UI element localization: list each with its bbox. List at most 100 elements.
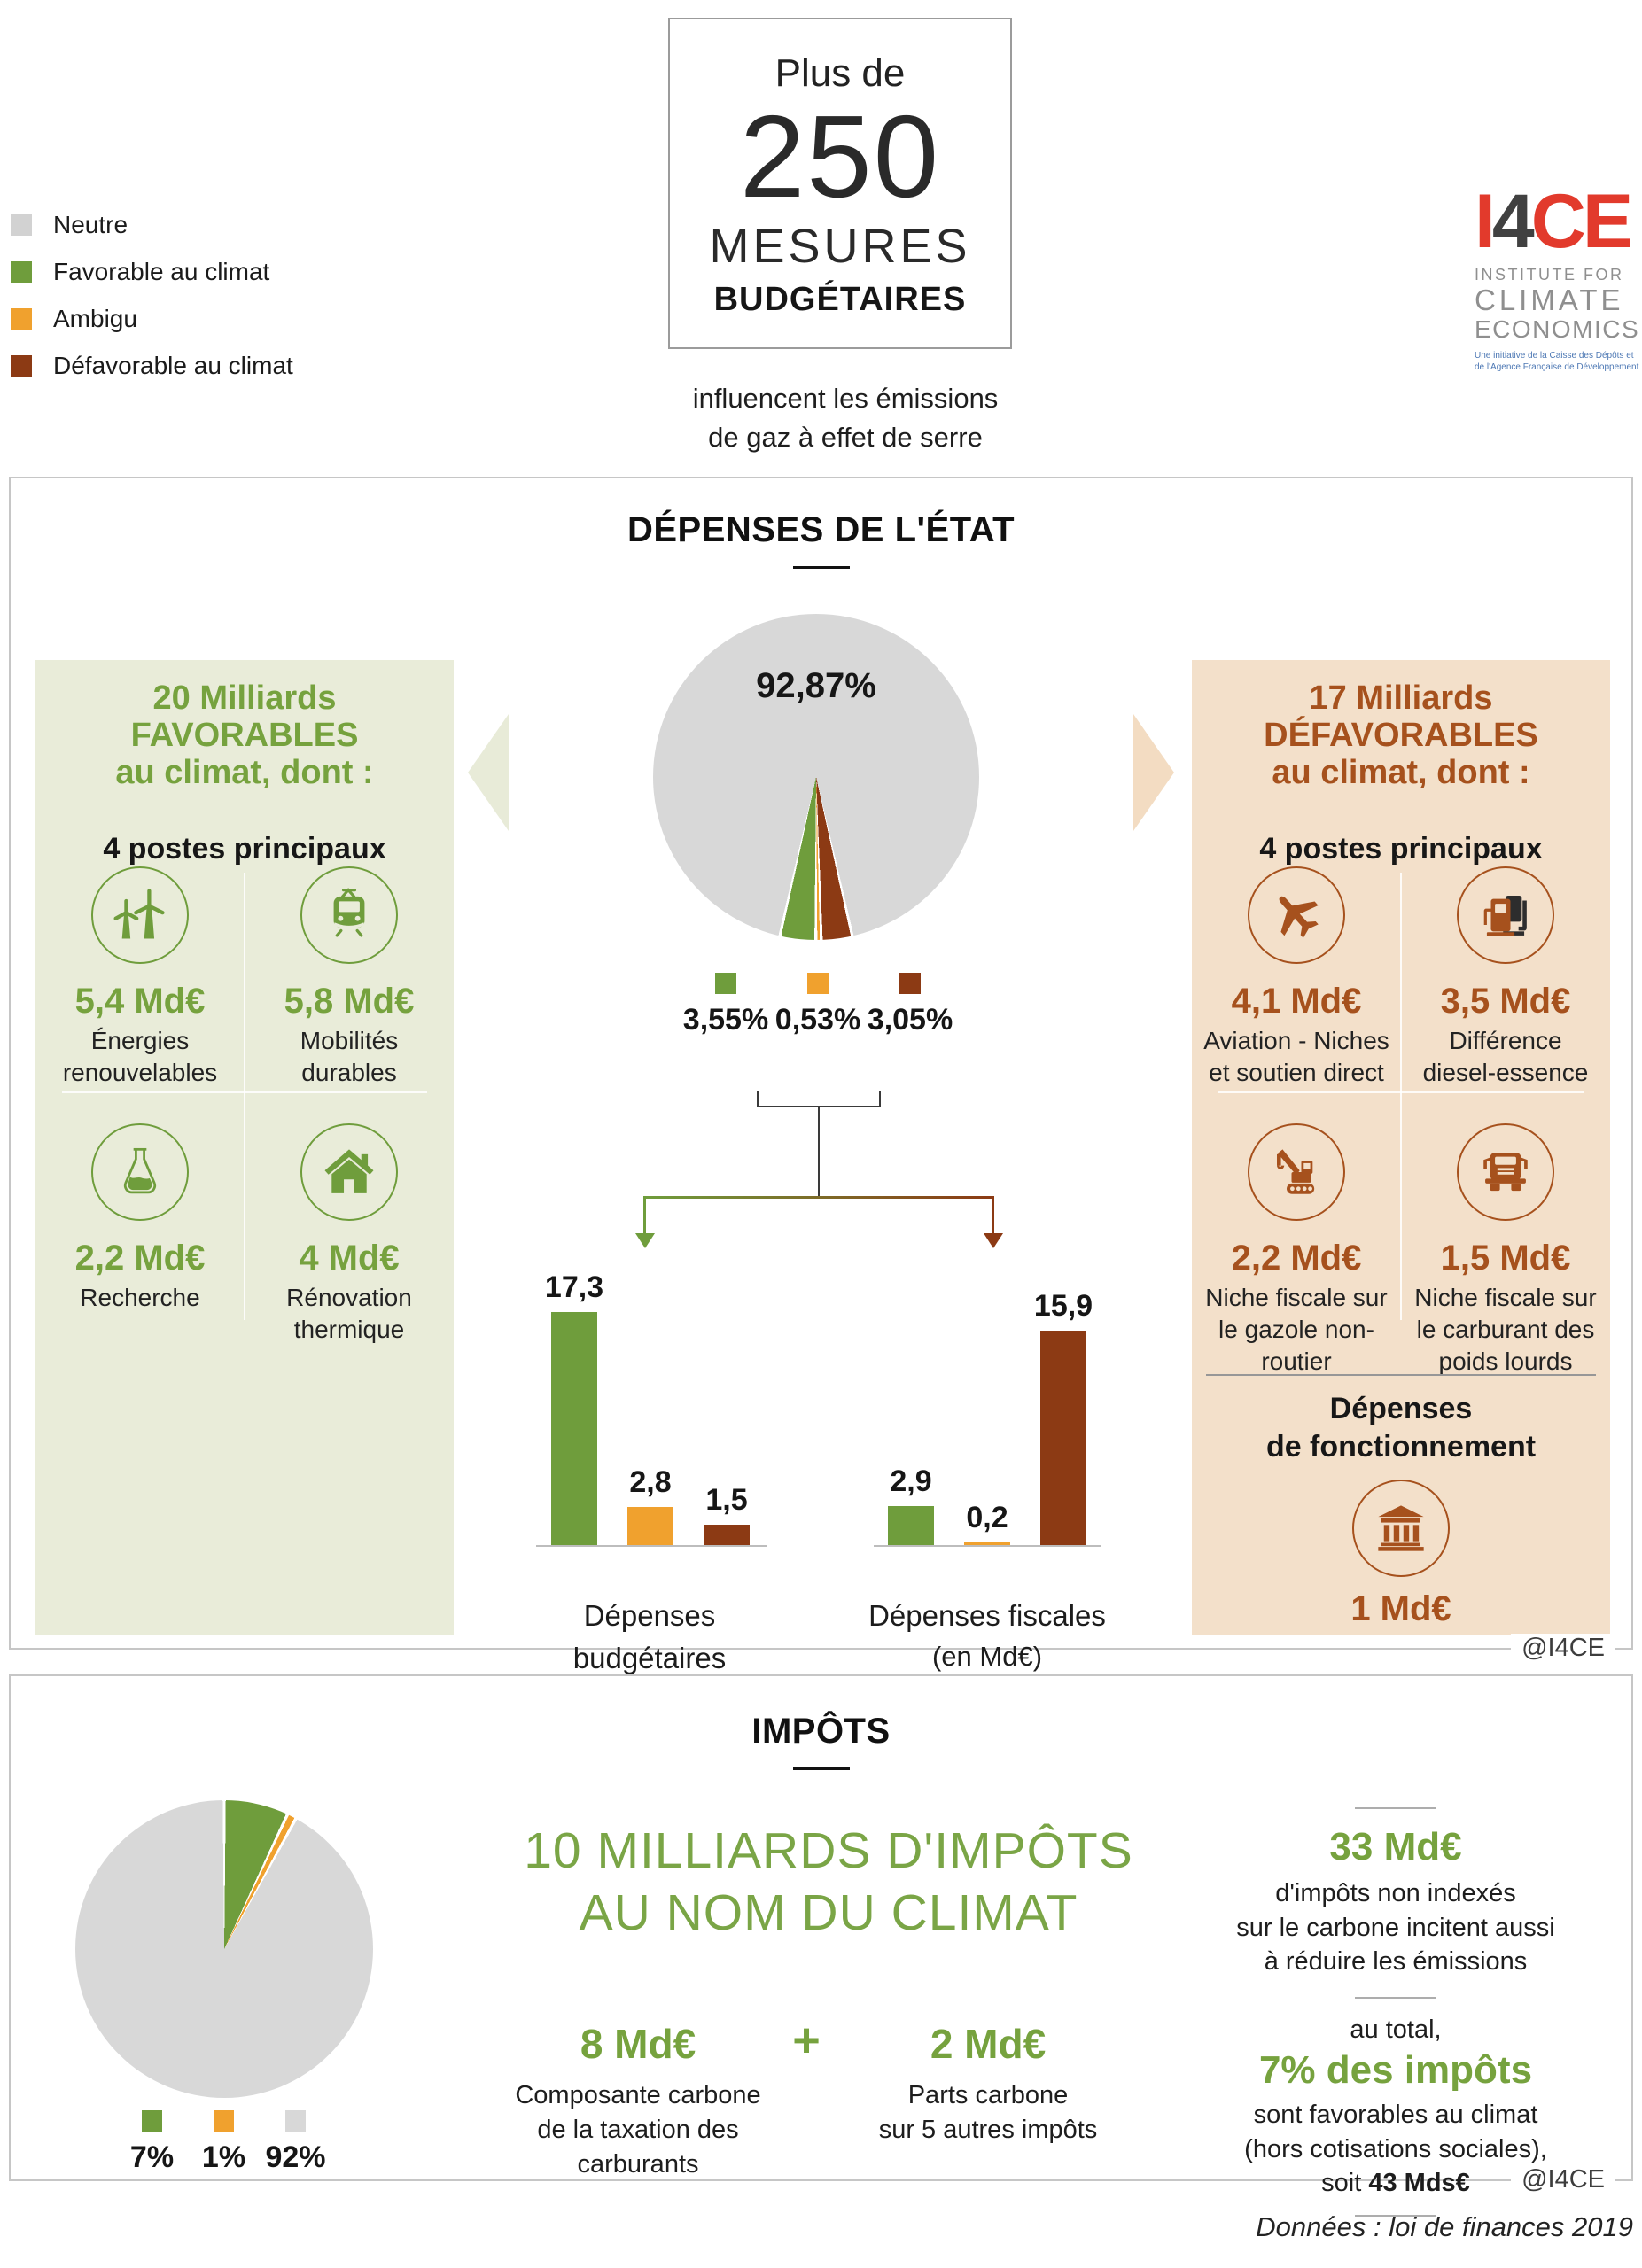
logo-tagline: Une initiative de la Caisse des Dépôts e…	[1475, 350, 1639, 374]
defavorable-grid: 4,1 Md€ Aviation - Niches et soutien dir…	[1192, 850, 1610, 1377]
impots-aside: 33 Md€ d'impôts non indexés sur le carbo…	[1218, 1807, 1573, 2217]
fiscal-axis-line	[874, 1545, 1101, 1547]
logo-institute-for: INSTITUTE FOR	[1475, 265, 1624, 284]
bank-icon	[1352, 1480, 1450, 1577]
impots-pie-legend: 7% 1% 92%	[116, 2110, 331, 2175]
ambiguous-swatch-icon	[807, 973, 829, 994]
tram-icon	[300, 866, 398, 964]
legend-label: Ambigu	[53, 305, 137, 332]
wind-turbine-icon	[91, 866, 189, 964]
bar-value-label: 17,3	[544, 1270, 604, 1304]
grid-horizontal-divider	[62, 1091, 427, 1093]
budget-axis-line	[536, 1545, 767, 1547]
bar	[1040, 1331, 1086, 1545]
aside-text-total: soit 43 Mds€	[1218, 2166, 1573, 2201]
bar-value-label: 1,5	[705, 1483, 748, 1517]
logo-letters-ce: CE	[1530, 179, 1633, 264]
sum-label-line1: Composante carbone	[515, 2081, 761, 2109]
headline-intro: Plus de	[774, 51, 906, 95]
impots-headline-line2: AU NOM DU CLIMAT	[579, 1884, 1078, 1941]
title-rule	[792, 566, 850, 569]
logo-tagline-line1: Une initiative de la Caisse des Dépôts e…	[1475, 350, 1634, 361]
subtitle-line1: influencent les émissions	[692, 383, 999, 414]
pie-legend-value: 3,55%	[682, 1003, 769, 1037]
bracket-connector	[757, 1091, 881, 1107]
cell-label: Niche fiscale sur le gazole non-routier	[1205, 1284, 1388, 1375]
favorable-title: 20 Milliards FAVORABLES au climat, dont …	[35, 680, 454, 791]
panel1-header: DÉPENSES DE L'ÉTAT	[11, 510, 1631, 569]
aside-soit: soit	[1321, 2169, 1369, 2198]
pie-legend-value: 1%	[201, 2140, 246, 2174]
down-arrow-brown-icon	[984, 1233, 1003, 1248]
bar-ambigu: 0,2	[964, 1501, 1010, 1545]
neutral-swatch-icon	[285, 2110, 306, 2132]
bar-value-label: 0,2	[966, 1501, 1008, 1534]
legend-label: Favorable au climat	[53, 258, 270, 285]
cell-label: Aviation - Niches et soutien direct	[1203, 1027, 1389, 1086]
ambiguous-swatch-icon	[11, 308, 32, 330]
logo-tagline-line2: de l'Agence Française de Développement	[1475, 362, 1639, 373]
functioning-block: Dépenses de fonctionnement 1 Md€	[1192, 1390, 1610, 1629]
grid-cell-diesel: 3,5 Md€ Différence diesel-essence	[1401, 850, 1610, 1107]
legend-item-defavorable: Défavorable au climat	[11, 352, 293, 380]
bar-defavorable: 15,9	[1034, 1289, 1093, 1545]
sum-label-line2: sur 5 autres impôts	[878, 2116, 1098, 2145]
impots-headline-line1: 10 MILLIARDS D'IMPÔTS	[524, 1822, 1133, 1879]
grid-vertical-divider	[244, 873, 245, 1320]
aside-value-7pct: 7% des impôts	[1258, 2048, 1533, 2093]
caption-line1: Dépenses fiscales	[868, 1599, 1106, 1632]
defavorable-title-line1: 17 Milliards	[1309, 680, 1493, 717]
aside-text: sont favorables au climat	[1253, 2101, 1538, 2130]
legend-item-neutre: Neutre	[11, 211, 293, 239]
defavorable-subpanel: 17 Milliards DÉFAVORABLES au climat, don…	[1192, 660, 1610, 1635]
logo-economics: ECONOMICS	[1475, 315, 1640, 344]
pie-legend-value: 7%	[129, 2140, 175, 2174]
grid-cell-mobilites: 5,8 Md€ Mobilités durables	[245, 850, 454, 1107]
favorable-swatch-icon	[11, 261, 32, 283]
i4ce-logo-wordmark: I4CE	[1475, 183, 1636, 260]
functioning-title-line2: de fonctionnement	[1265, 1429, 1537, 1464]
panel2-header: IMPÔTS	[11, 1712, 1631, 1770]
grid-cell-gazole: 2,2 Md€ Niche fiscale sur le gazole non-…	[1192, 1107, 1401, 1377]
data-source: Données : loi de finances 2019	[1256, 2211, 1633, 2242]
cell-label: Énergies renouvelables	[62, 1027, 218, 1086]
bar-value-label: 15,9	[1033, 1289, 1093, 1323]
cell-value: 2,2 Md€	[1231, 1239, 1362, 1278]
aside-text: (hors cotisations sociales),	[1244, 2134, 1547, 2163]
grid-cell-recherche: 2,2 Md€ Recherche	[35, 1107, 245, 1364]
neutral-swatch-icon	[11, 214, 32, 236]
sum-value: 8 Md€	[580, 2021, 696, 2067]
cell-value: 2,2 Md€	[74, 1239, 206, 1278]
favorable-subpanel: 20 Milliards FAVORABLES au climat, dont …	[35, 660, 454, 1635]
defavorable-title: 17 Milliards DÉFAVORABLES au climat, don…	[1192, 680, 1610, 791]
pie-legend-ambigu: 0,53%	[772, 973, 864, 1037]
pie-legend-value: 0,53%	[774, 1003, 861, 1037]
carbon-component-block: 8 Md€ Composante carbone de la taxation …	[479, 2020, 798, 2182]
i4ce-credit: @I4CE	[1511, 2165, 1615, 2194]
aside-text: d'impôts non indexés	[1275, 1879, 1516, 1907]
house-icon	[300, 1123, 398, 1221]
bar	[888, 1506, 934, 1545]
favorable-title-line1: 20 Milliards	[152, 680, 337, 717]
favorable-title-line2: FAVORABLES	[130, 717, 359, 754]
subtitle-line2: de gaz à effet de serre	[708, 422, 983, 454]
sum-value: 2 Md€	[930, 2021, 1047, 2067]
title-rule	[792, 1767, 850, 1770]
cell-value: 1,5 Md€	[1440, 1239, 1571, 1278]
pie-legend-value: 92%	[265, 2140, 326, 2174]
headline-mesures: MESURES	[709, 220, 971, 274]
pie-legend-neutre: 92%	[260, 2110, 331, 2175]
defavorable-title-line2: DÉFAVORABLES	[1264, 717, 1538, 754]
cell-value: 4,1 Md€	[1231, 982, 1362, 1021]
impots-headline: 10 MILLIARDS D'IMPÔTS AU NOM DU CLIMAT	[381, 1821, 1276, 1944]
down-arrow-green-icon	[635, 1233, 655, 1248]
cell-label: Recherche	[80, 1284, 200, 1311]
cell-label: Rénovation thermique	[286, 1284, 412, 1343]
logo-letter-i: I	[1475, 179, 1496, 264]
cell-label: Mobilités durables	[300, 1027, 399, 1086]
aside-rule	[1355, 2214, 1436, 2217]
bar	[964, 1542, 1010, 1545]
chevron-left-icon	[468, 714, 509, 831]
aside-text: à réduire les émissions	[1264, 1947, 1528, 1977]
